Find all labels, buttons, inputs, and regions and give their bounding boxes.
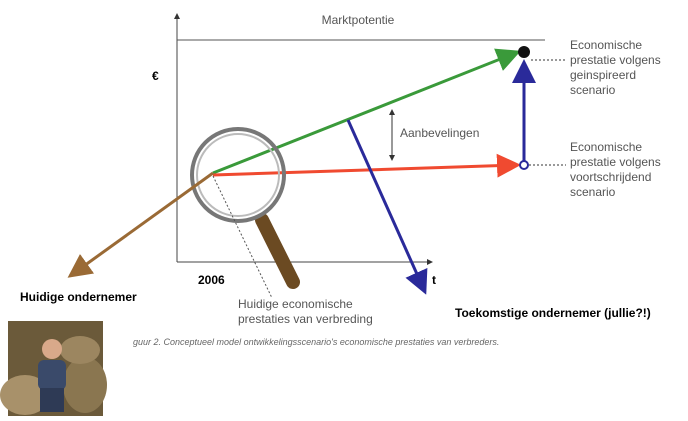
current-arrow: [70, 173, 213, 276]
year-label: 2006: [198, 273, 225, 287]
x-label: t: [432, 273, 436, 287]
current-text: prestaties van verbreding: [238, 312, 373, 326]
progressive-text: voortschrijdend: [570, 170, 651, 184]
inspired-dot: [518, 46, 530, 58]
photo: [0, 321, 107, 416]
progressive-dot: [520, 161, 528, 169]
current-text: Huidige economische: [238, 297, 353, 311]
inspired-text: prestatie volgens: [570, 53, 661, 67]
progressive-arrow: [213, 165, 518, 175]
market-label: Marktpotentie: [322, 13, 395, 27]
caption: guur 2. Conceptueel model ontwikkelingss…: [133, 337, 499, 347]
future-entrepreneur: Toekomstige ondernemer (jullie?!): [455, 306, 651, 320]
inspired-arrow: [213, 52, 518, 173]
recommendations-label: Aanbevelingen: [400, 126, 479, 140]
progressive-text: scenario: [570, 185, 616, 199]
progressive-text: Economische: [570, 140, 642, 154]
inspired-text: scenario: [570, 83, 616, 97]
y-label: €: [152, 69, 159, 83]
inspired-text: Economische: [570, 38, 642, 52]
diagram: Marktpotentie € t 2006 Aanbevelingen Eco…: [0, 0, 688, 421]
future-arrow: [348, 120, 425, 292]
current-entrepreneur: Huidige ondernemer: [20, 290, 137, 304]
magnifier-handle: [262, 220, 293, 282]
progressive-text: prestatie volgens: [570, 155, 661, 169]
inspired-text: geinspireerd: [570, 68, 636, 82]
